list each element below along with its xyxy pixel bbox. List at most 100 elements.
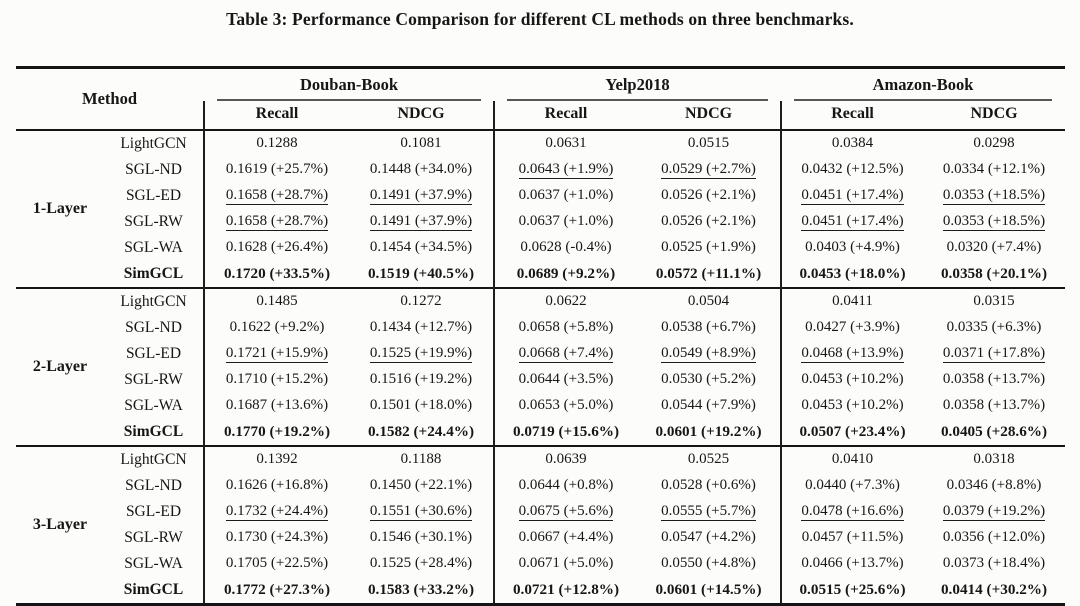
- metric-cell: 0.1516 (+19.2%): [349, 367, 494, 393]
- metric-value: 0.1525 (+19.9%): [369, 345, 473, 363]
- benchmark-label: Yelp2018: [507, 74, 769, 101]
- metric-cell: 0.1450 (+22.1%): [349, 473, 494, 499]
- metric-cell: 0.1658 (+28.7%): [203, 209, 349, 235]
- metric-cell: 0.0457 (+11.5%): [780, 525, 924, 551]
- method-name: SGL-ED: [125, 345, 182, 362]
- metric-cell: 0.0432 (+12.5%): [780, 157, 924, 183]
- table-row: SGL-ED 0.1721 (+15.9%) 0.1525 (+19.9%) 0.06…: [16, 341, 1065, 367]
- metric-value: 0.0453 (+10.2%): [801, 371, 904, 387]
- metric-value: 0.0644 (+3.5%): [518, 371, 614, 387]
- table-caption: Table 3: Performance Comparison for diff…: [226, 9, 854, 29]
- metric-value: 0.0315: [973, 293, 1015, 309]
- metric-cell: 0.0637 (+1.0%): [493, 183, 637, 209]
- method-name: SGL-ND: [125, 319, 182, 336]
- metric-cell: 0.1448 (+34.0%): [349, 157, 494, 183]
- metric-cell: 0.0358 (+20.1%): [923, 261, 1065, 288]
- metric-value: 0.1525 (+28.4%): [369, 555, 473, 571]
- metric-value: 0.0478 (+16.6%): [801, 503, 904, 521]
- metric-value: 0.0371 (+17.8%): [942, 345, 1046, 363]
- metric-cell: 0.0555 (+5.7%): [637, 499, 781, 525]
- metric-cell: 0.1454 (+34.5%): [349, 235, 494, 261]
- metric-value: 0.1626 (+16.8%): [225, 477, 329, 493]
- metric-value: 0.1485: [256, 293, 298, 309]
- metric-cell: 0.0451 (+17.4%): [780, 183, 924, 209]
- metric-value: 0.1720 (+33.5%): [223, 265, 331, 282]
- table-row: 2-Layer LightGCN 0.1485 0.1272 0.0622 0.0504 0…: [16, 288, 1065, 375]
- method-name: SGL-WA: [124, 239, 183, 256]
- metric-cell: 0.0440 (+7.3%): [780, 473, 924, 499]
- metric-cell: 0.1491 (+37.9%): [349, 183, 494, 209]
- metric-cell: 0.1272: [349, 288, 494, 315]
- metric-value: 0.0384: [831, 135, 874, 151]
- metric-cell: 0.1546 (+30.1%): [349, 525, 494, 551]
- table-row: SimGCL 0.1720 (+33.5%) 0.1519 (+40.5%) 0.06…: [16, 261, 1065, 288]
- table-row: SGL-WA 0.1687 (+13.6%) 0.1501 (+18.0%) 0.06…: [16, 393, 1065, 419]
- metric-value: 0.0515 (+25.6%): [799, 581, 906, 598]
- metric-cell: 0.0410: [780, 446, 924, 473]
- metric-cell: 0.0628 (-0.4%): [493, 235, 637, 261]
- group-3-layer: 3-Layer LightGCN 0.1392 0.1188 0.0639 0.0525 0…: [16, 446, 1066, 605]
- metric-cell: 0.0544 (+7.9%): [637, 393, 781, 419]
- metric-value: 0.1454 (+34.5%): [369, 239, 473, 255]
- method-header: Method: [82, 89, 137, 108]
- method-name: SimGCL: [123, 423, 184, 440]
- metric-value: 0.0550 (+4.8%): [661, 555, 756, 571]
- metric-cell: 0.1658 (+28.7%): [203, 183, 349, 209]
- metric-cell: 0.0689 (+9.2%): [493, 261, 637, 288]
- method-name: SGL-ED: [125, 503, 182, 520]
- metric-cell: 0.0353 (+18.5%): [923, 209, 1065, 235]
- metric-cell: 0.1434 (+12.7%): [349, 315, 494, 341]
- metric-cell: 0.0653 (+5.0%): [493, 393, 637, 419]
- metric-value: 0.1622 (+9.2%): [229, 319, 325, 335]
- metric-value: 0.0667 (+4.4%): [518, 529, 614, 545]
- metric-value: 0.0515: [687, 135, 730, 151]
- metric-value: 0.0335 (+6.3%): [946, 319, 1042, 335]
- metric-value: 0.0637 (+1.0%): [518, 187, 614, 203]
- metric-cell: 0.0353 (+18.5%): [923, 183, 1065, 209]
- metric-value: 0.0373 (+18.4%): [942, 555, 1046, 571]
- metric-cell: 0.0346 (+8.8%): [923, 473, 1065, 499]
- metric-cell: 0.0644 (+3.5%): [493, 367, 637, 393]
- metric-cell: 0.0668 (+7.4%): [493, 341, 637, 367]
- metric-value: 0.0468 (+13.9%): [801, 345, 904, 363]
- ndcg-header-douban: NDCG: [397, 105, 445, 122]
- metric-cell: 0.1081: [349, 130, 494, 157]
- metric-value: 0.1658 (+28.7%): [225, 213, 329, 231]
- metric-cell: 0.0384: [780, 130, 924, 157]
- metric-cell: 0.0643 (+1.9%): [493, 157, 637, 183]
- metric-value: 0.0525: [687, 451, 730, 467]
- metric-value: 0.0318: [973, 451, 1015, 467]
- metric-value: 0.1392: [256, 451, 298, 467]
- metric-cell: 0.0721 (+12.8%): [493, 577, 637, 605]
- metric-cell: 0.0719 (+15.6%): [493, 419, 637, 446]
- metric-value: 0.1546 (+30.1%): [369, 529, 473, 545]
- method-name: SGL-RW: [124, 213, 183, 230]
- metric-cell: 0.0550 (+4.8%): [637, 551, 781, 577]
- metric-cell: 0.0468 (+13.9%): [780, 341, 924, 367]
- metric-cell: 0.0525: [637, 446, 781, 473]
- metric-value: 0.0622: [545, 293, 587, 309]
- metric-cell: 0.0427 (+3.9%): [780, 315, 924, 341]
- metric-value: 0.0544 (+7.9%): [661, 397, 756, 413]
- metric-cell: 0.1491 (+37.9%): [349, 209, 494, 235]
- metric-value: 0.1434 (+12.7%): [369, 319, 473, 335]
- metric-value: 0.0631: [545, 135, 587, 151]
- metric-cell: 0.1619 (+25.7%): [203, 157, 349, 183]
- metric-value: 0.0379 (+19.2%): [942, 503, 1046, 521]
- metric-cell: 0.0601 (+19.2%): [637, 419, 781, 446]
- metric-value: 0.0637 (+1.0%): [518, 213, 614, 229]
- metric-cell: 0.0529 (+2.7%): [637, 157, 781, 183]
- metric-value: 0.0668 (+7.4%): [518, 345, 614, 363]
- metric-value: 0.1491 (+37.9%): [369, 213, 473, 231]
- metric-cell: 0.0644 (+0.8%): [493, 473, 637, 499]
- metric-value: 0.0526 (+2.1%): [661, 187, 756, 203]
- layer-label: 2-Layer: [32, 358, 88, 375]
- metric-cell: 0.0549 (+8.9%): [637, 341, 781, 367]
- metric-cell: 0.0371 (+17.8%): [923, 341, 1065, 367]
- metric-value: 0.0526 (+2.1%): [661, 213, 756, 229]
- metric-value: 0.0298: [973, 135, 1015, 151]
- metric-value: 0.0451 (+17.4%): [801, 187, 904, 205]
- metric-value: 0.1710 (+15.2%): [225, 371, 329, 387]
- metric-cell: 0.0504: [637, 288, 781, 315]
- metric-cell: 0.0526 (+2.1%): [637, 183, 781, 209]
